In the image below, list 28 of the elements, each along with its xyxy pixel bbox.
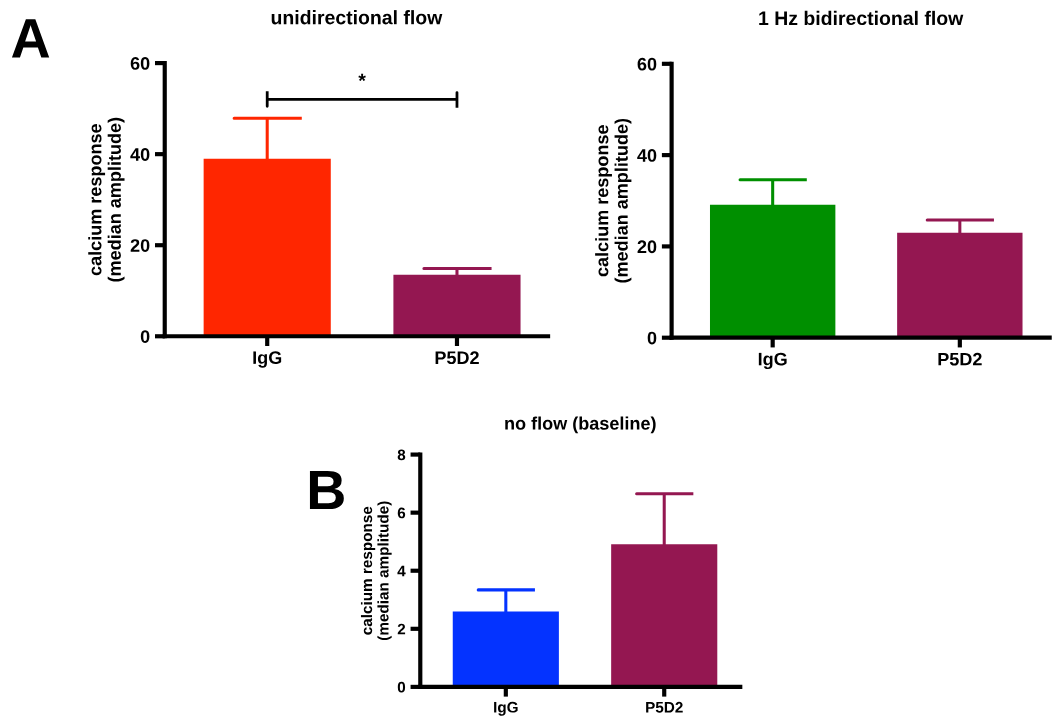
annotation: *: [358, 73, 366, 82]
x-tick-label: P5D2: [646, 701, 683, 713]
y-axis-title: calcium response (median amplitude): [360, 501, 392, 640]
y-axis-title: calcium response (median amplitude): [88, 117, 125, 282]
text: A: [11, 19, 50, 58]
y-tick-label: 40: [130, 148, 150, 161]
chart-title: no flow (baseline): [505, 416, 656, 434]
x-tick-label: IgG: [758, 352, 787, 370]
y-tick-label: 2: [397, 623, 406, 635]
y-tick-label: 8: [397, 449, 406, 461]
x-tick-label: IgG: [253, 351, 282, 368]
y-tick-label: 20: [637, 240, 657, 254]
text: B: [309, 470, 344, 510]
y-tick-label: 60: [130, 57, 150, 70]
x-tick-label: IgG: [494, 701, 518, 716]
y-tick-label: 20: [130, 239, 150, 252]
y-tick-label: 40: [637, 149, 657, 162]
chart-title: 1 Hz bidirectional flow: [759, 10, 964, 26]
y-tick-label: 6: [397, 507, 406, 519]
chart-title: unidirectional flow: [271, 10, 443, 25]
y-tick-label: 0: [140, 330, 150, 343]
y-tick-label: 4: [397, 565, 406, 577]
x-tick-label: P5D2: [435, 351, 479, 365]
y-tick-label: 0: [647, 331, 657, 345]
y-axis-title: calcium response (median amplitude): [595, 118, 632, 283]
y-tick-label: 60: [637, 57, 657, 71]
y-tick-label: 0: [397, 681, 406, 693]
x-tick-label: P5D2: [938, 352, 982, 366]
